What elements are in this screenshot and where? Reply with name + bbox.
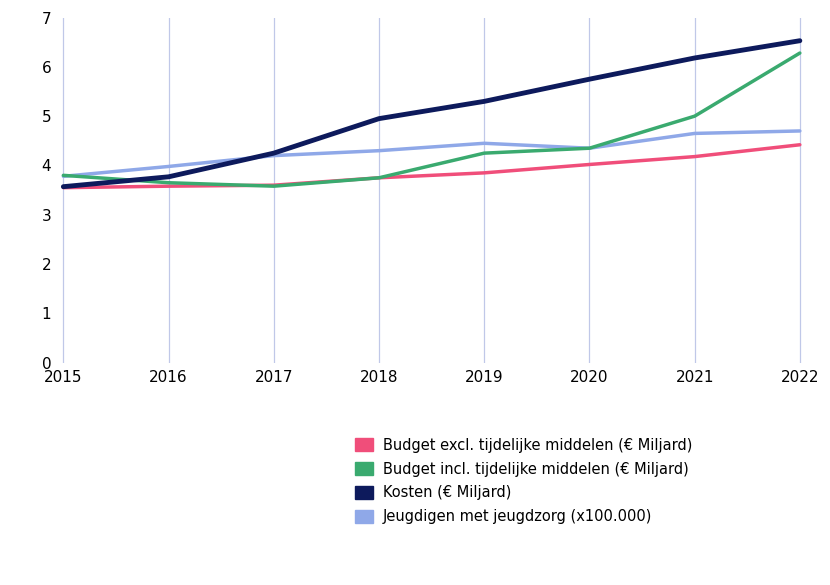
Legend: Budget excl. tijdelijke middelen (€ Miljard), Budget incl. tijdelijke middelen (: Budget excl. tijdelijke middelen (€ Milj… [349,432,698,530]
